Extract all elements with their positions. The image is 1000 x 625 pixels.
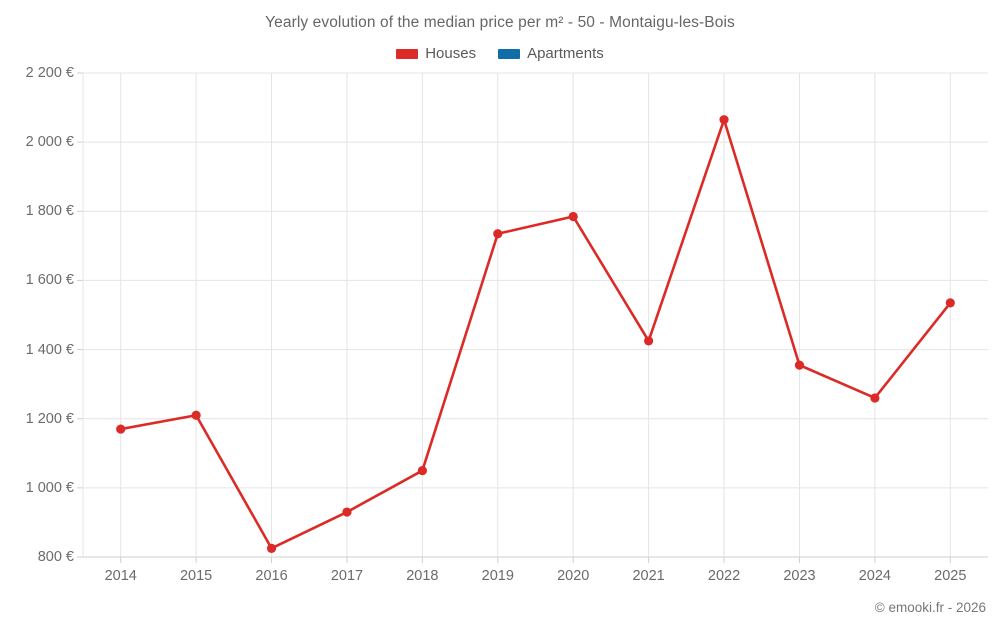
plot-area	[77, 72, 988, 563]
x-axis-tick-label: 2022	[707, 568, 741, 584]
footer-credit: © emooki.fr - 2026	[874, 600, 986, 615]
x-axis-tick-label: 2020	[557, 568, 590, 584]
series-line-houses	[119, 118, 952, 550]
chart-legend: Houses Apartments	[0, 45, 1000, 62]
chart-title: Yearly evolution of the median price per…	[265, 14, 735, 31]
data-point[interactable]	[493, 229, 503, 239]
y-axis-tick-label: 1 000 €	[25, 479, 74, 496]
y-axis-tick-label: 800 €	[37, 549, 74, 565]
x-axis-tick-label: 2025	[934, 568, 967, 584]
data-point[interactable]	[719, 115, 729, 125]
x-axis-tick-label: 2015	[179, 568, 213, 584]
data-point[interactable]	[644, 336, 654, 346]
data-point[interactable]	[266, 543, 277, 553]
y-axis-tick-label: 1 600 €	[25, 272, 74, 289]
data-point[interactable]	[870, 393, 880, 403]
x-axis-tick-label: 2014	[104, 568, 137, 584]
legend-item-houses[interactable]: Houses	[396, 45, 476, 62]
y-axis-tick-label: 1 800 €	[25, 203, 74, 220]
data-point[interactable]	[342, 507, 352, 517]
x-axis-tick-label: 2016	[255, 568, 288, 584]
data-point[interactable]	[945, 298, 955, 308]
chart-gridlines	[77, 72, 988, 563]
chart-series-layer	[116, 115, 955, 553]
y-axis-tick-label: 2 000 €	[25, 134, 74, 151]
legend-swatch-apartments	[498, 48, 521, 59]
x-axis-tick-label: 2021	[632, 568, 665, 584]
x-axis-tick-label: 2023	[783, 568, 816, 584]
legend-item-apartments[interactable]: Apartments	[498, 45, 604, 62]
legend-swatch-houses	[396, 48, 419, 59]
x-axis-tick-label: 2017	[330, 568, 364, 584]
data-point[interactable]	[417, 465, 427, 476]
x-axis-tick-label: 2024	[858, 568, 892, 584]
data-point[interactable]	[191, 410, 201, 420]
y-axis-labels: 800 € 1 000 € 1 200 € 1 400 € 1 600 € 1 800 €…	[0, 0, 74, 625]
y-axis-tick-label: 2 200 €	[25, 65, 74, 81]
legend-label-houses: Houses	[425, 45, 477, 62]
y-axis-tick-label: 1 200 €	[25, 410, 74, 427]
data-point[interactable]	[794, 360, 805, 370]
legend-label-apartments: Apartments	[527, 45, 604, 62]
data-point[interactable]	[116, 424, 126, 434]
x-axis-tick-label: 2019	[481, 568, 514, 584]
x-axis-tick-label: 2018	[406, 568, 439, 584]
data-point[interactable]	[568, 211, 578, 222]
y-axis-tick-label: 1 400 €	[25, 341, 74, 358]
